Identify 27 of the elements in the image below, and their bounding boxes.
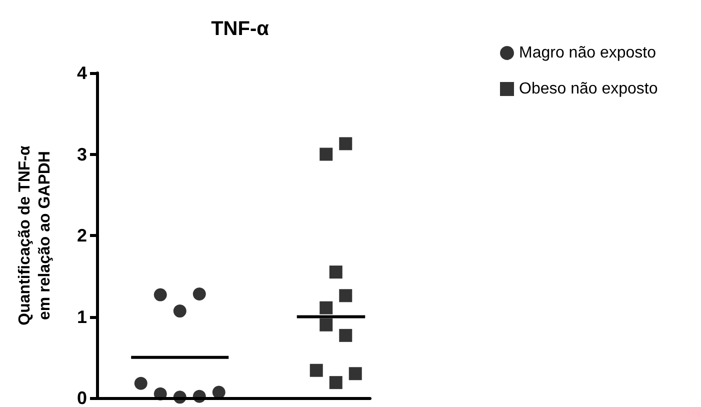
- point: [173, 304, 186, 318]
- point: [154, 288, 167, 302]
- point: [154, 387, 167, 400]
- point: [339, 289, 352, 302]
- point: [320, 301, 333, 314]
- point: [173, 390, 186, 404]
- point: [339, 328, 352, 342]
- y-tick-label: 2: [76, 226, 87, 246]
- point: [212, 386, 226, 399]
- y-tick-label: 3: [76, 144, 87, 164]
- point: [339, 137, 352, 150]
- point: [320, 318, 333, 332]
- point: [348, 367, 362, 380]
- point: [310, 364, 323, 377]
- point: [329, 266, 342, 279]
- point: [329, 376, 342, 390]
- point: [320, 148, 333, 161]
- chart-title: TNF-α: [211, 18, 270, 40]
- legend-label: Obeso não exposto: [519, 80, 658, 98]
- point: [134, 376, 148, 390]
- point: [192, 390, 206, 403]
- y-tick-label: 1: [76, 306, 87, 327]
- y-axis-title: Quantificação de TNF-α em relação ao GAPDH: [16, 146, 54, 326]
- y-tick-label: 0: [76, 388, 87, 407]
- y-tick-label: 4: [76, 63, 87, 83]
- point: [192, 288, 206, 300]
- legend-label: Magro não exposto: [519, 44, 656, 62]
